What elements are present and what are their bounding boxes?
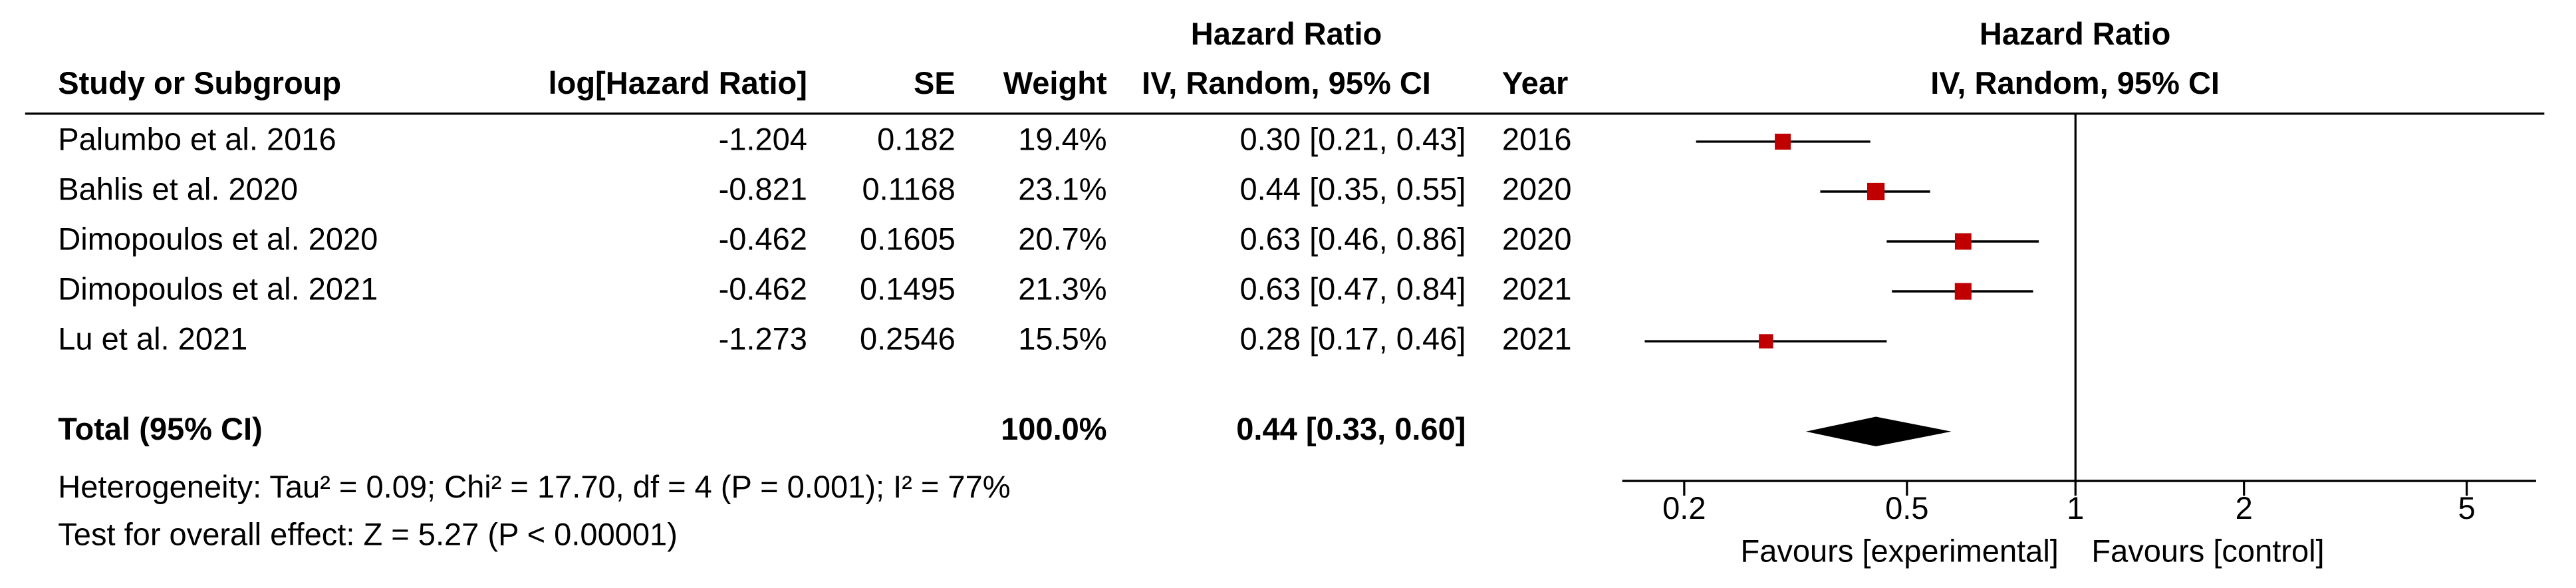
se: 0.2546 xyxy=(860,321,956,356)
x-tick-label: 2 xyxy=(2236,490,2253,525)
column-header: Hazard Ratio xyxy=(1191,16,1382,51)
x-label-right: Favours [control] xyxy=(2091,533,2324,568)
x-tick-label: 0.2 xyxy=(1662,490,1706,525)
se: 0.1605 xyxy=(860,221,956,256)
study-name: Palumbo et al. 2016 xyxy=(58,121,336,156)
study-square xyxy=(1759,334,1773,349)
study-square xyxy=(1775,133,1791,150)
total-diamond xyxy=(1805,416,1952,447)
hazard-ratio-ci: 0.63 [0.47, 0.84] xyxy=(1239,271,1466,306)
se: 0.1495 xyxy=(860,271,956,306)
log-hr: -1.204 xyxy=(719,121,807,156)
x-tick-label: 0.5 xyxy=(1885,490,1928,525)
column-header: Weight xyxy=(1003,65,1107,100)
study-name: Dimopoulos et al. 2021 xyxy=(58,271,378,306)
hazard-ratio-ci: 0.30 [0.21, 0.43] xyxy=(1239,121,1466,156)
footnote: Heterogeneity: Tau² = 0.09; Chi² = 17.70… xyxy=(58,469,1010,504)
weight: 19.4% xyxy=(1018,121,1106,156)
log-hr: -0.462 xyxy=(719,271,807,306)
column-header: SE xyxy=(914,65,956,100)
year: 2021 xyxy=(1502,271,1572,306)
study-square xyxy=(1954,233,1972,250)
column-header: log[Hazard Ratio] xyxy=(549,65,807,100)
study-square xyxy=(1867,182,1885,201)
study-name: Lu et al. 2021 xyxy=(58,321,247,356)
weight: 20.7% xyxy=(1018,221,1106,256)
total-ci: 0.44 [0.33, 0.60] xyxy=(1236,411,1466,446)
total-name: Total (95% CI) xyxy=(58,411,262,446)
study-name: Bahlis et al. 2020 xyxy=(58,171,298,206)
weight: 23.1% xyxy=(1018,171,1106,206)
plot-header: IV, Random, 95% CI xyxy=(1930,65,2220,100)
x-tick-label: 1 xyxy=(2067,490,2084,525)
hazard-ratio-ci: 0.28 [0.17, 0.46] xyxy=(1239,321,1466,356)
weight: 15.5% xyxy=(1018,321,1106,356)
year: 2020 xyxy=(1502,171,1572,206)
se: 0.182 xyxy=(877,121,956,156)
year: 2020 xyxy=(1502,221,1572,256)
log-hr: -0.462 xyxy=(719,221,807,256)
x-tick-label: 5 xyxy=(2458,490,2476,525)
hazard-ratio-ci: 0.63 [0.46, 0.86] xyxy=(1239,221,1466,256)
plot-header: Hazard Ratio xyxy=(1980,16,2170,51)
year: 2016 xyxy=(1502,121,1572,156)
hazard-ratio-ci: 0.44 [0.35, 0.55] xyxy=(1239,171,1466,206)
footnote: Test for overall effect: Z = 5.27 (P < 0… xyxy=(58,517,678,552)
x-label-left: Favours [experimental] xyxy=(1740,533,2058,568)
column-header: Study or Subgroup xyxy=(58,65,341,100)
log-hr: -0.821 xyxy=(719,171,807,206)
weight: 21.3% xyxy=(1018,271,1106,306)
column-header: Year xyxy=(1502,65,1568,100)
se: 0.1168 xyxy=(862,171,955,206)
log-hr: -1.273 xyxy=(719,321,807,356)
study-name: Dimopoulos et al. 2020 xyxy=(58,221,378,256)
total-weight: 100.0% xyxy=(1001,411,1107,446)
column-header: IV, Random, 95% CI xyxy=(1142,65,1431,100)
year: 2021 xyxy=(1502,321,1572,356)
study-square xyxy=(1954,283,1972,300)
